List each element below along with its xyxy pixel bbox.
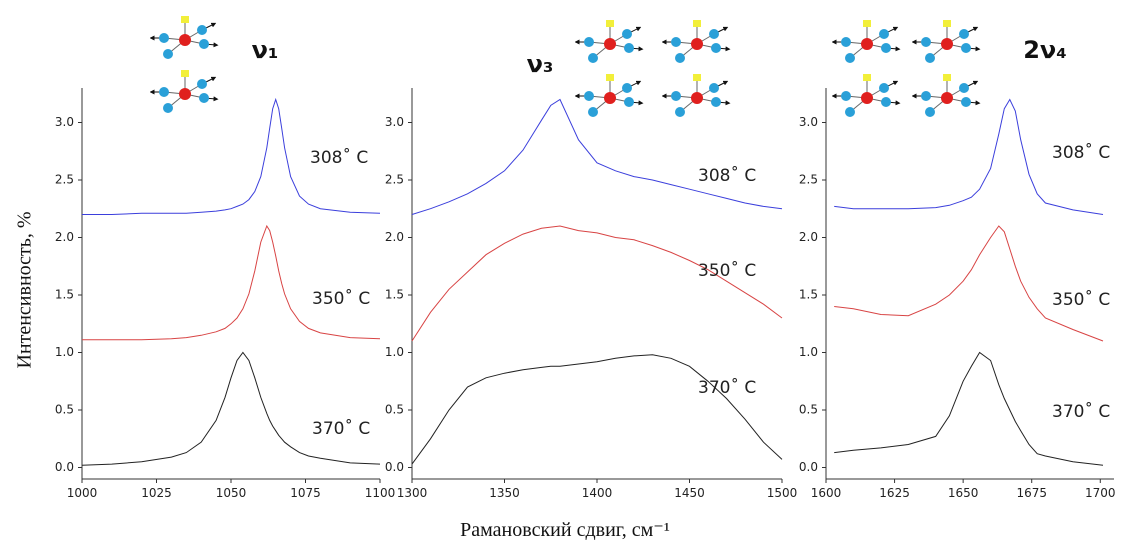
x-tick-label: 1100: [365, 486, 396, 500]
chart-title: ν₁: [252, 36, 279, 64]
x-tick-label: 1450: [674, 486, 705, 500]
x-tick-label: 1500: [767, 486, 798, 500]
molecule-icon: [834, 20, 898, 63]
series-label: 308˚ C: [310, 147, 368, 168]
y-tick-label: 2.0: [385, 230, 404, 244]
series-label: 350˚ C: [312, 288, 370, 309]
x-tick-label: 1675: [1016, 486, 1047, 500]
molecule-icon: [577, 20, 641, 63]
molecule-icon: [664, 74, 728, 117]
molecule-icon: [914, 74, 978, 117]
molecule-icon: [152, 16, 216, 59]
series-line: [411, 225, 783, 342]
y-tick-label: 1.0: [55, 345, 74, 359]
y-tick-label: 0.5: [799, 403, 818, 417]
series-label: 350˚ C: [1052, 289, 1110, 310]
molecule-icon: [914, 20, 978, 63]
y-tick-label: 3.0: [385, 115, 404, 129]
series-line: [81, 351, 381, 466]
x-tick-label: 1350: [489, 486, 520, 500]
series-line: [834, 98, 1104, 215]
molecule-icon: [664, 20, 728, 63]
y-tick-label: 2.5: [385, 173, 404, 187]
series-label: 308˚ C: [698, 165, 756, 186]
series-line: [411, 98, 783, 215]
y-tick-label: 3.0: [799, 115, 818, 129]
chart-title: 2ν₄: [1023, 36, 1067, 64]
y-tick-label: 1.5: [385, 288, 404, 302]
series-label: 350˚ C: [698, 260, 756, 281]
x-tick-label: 1600: [811, 486, 842, 500]
x-axis-label: Рамановский сдвиг, см⁻¹: [460, 519, 670, 541]
y-tick-label: 1.0: [799, 345, 818, 359]
x-tick-label: 1400: [582, 486, 613, 500]
x-tick-label: 1625: [879, 486, 910, 500]
y-tick-label: 2.0: [799, 230, 818, 244]
molecule-icons: [152, 16, 978, 117]
series-label: 370˚ C: [312, 418, 370, 439]
molecule-icon: [152, 70, 216, 113]
y-tick-label: 1.5: [799, 288, 818, 302]
y-tick-label: 0.5: [385, 403, 404, 417]
y-tick-label: 0.0: [799, 460, 818, 474]
x-tick-label: 1700: [1085, 486, 1116, 500]
series-label: 308˚ C: [1052, 142, 1110, 163]
y-tick-label: 0.0: [55, 460, 74, 474]
y-tick-label: 3.0: [55, 115, 74, 129]
chart-title: ν₃: [527, 50, 554, 78]
y-tick-label: 2.5: [55, 173, 74, 187]
y-tick-label: 1.0: [385, 345, 404, 359]
series-line: [834, 225, 1104, 342]
x-tick-label: 1650: [948, 486, 979, 500]
y-tick-label: 1.5: [55, 288, 74, 302]
series-line: [82, 97, 381, 215]
x-tick-label: 1000: [67, 486, 98, 500]
x-tick-label: 1025: [141, 486, 172, 500]
series-label: 370˚ C: [698, 377, 756, 398]
y-tick-label: 2.5: [799, 173, 818, 187]
molecule-icon: [577, 74, 641, 117]
x-tick-label: 1050: [216, 486, 247, 500]
y-axis-label: Интенсивность, %: [14, 211, 36, 368]
y-tick-label: 0.5: [55, 403, 74, 417]
x-tick-label: 1300: [397, 486, 428, 500]
series-line: [834, 351, 1104, 466]
series-label: 370˚ C: [1052, 401, 1110, 422]
series-line: [411, 354, 783, 465]
molecule-icon: [834, 74, 898, 117]
x-tick-label: 1075: [290, 486, 321, 500]
y-tick-label: 0.0: [385, 460, 404, 474]
series-line: [82, 224, 381, 341]
y-tick-label: 2.0: [55, 230, 74, 244]
